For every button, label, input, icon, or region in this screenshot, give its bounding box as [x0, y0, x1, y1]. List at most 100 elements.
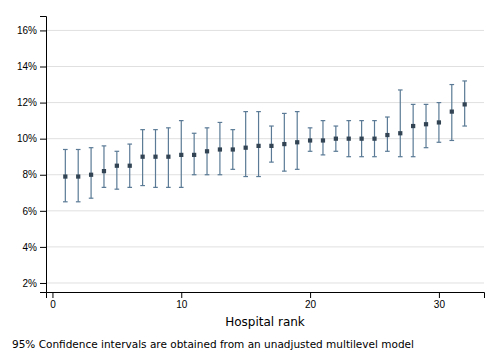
error-bar	[127, 144, 132, 187]
center-marker	[179, 153, 183, 157]
y-tick: 8%	[23, 169, 46, 180]
y-tick: 4%	[23, 242, 46, 253]
upper-cap	[140, 129, 145, 130]
error-bar	[243, 112, 248, 177]
grid-line	[46, 102, 484, 103]
error-bar	[321, 121, 326, 155]
upper-cap	[321, 120, 326, 121]
upper-cap	[192, 133, 197, 134]
lower-cap	[346, 156, 351, 157]
error-bar	[398, 90, 403, 157]
y-tick-mark	[40, 67, 46, 68]
upper-cap	[218, 122, 223, 123]
upper-cap	[205, 127, 210, 128]
error-bar	[179, 121, 184, 188]
center-marker	[166, 155, 170, 159]
error-bar	[140, 130, 145, 186]
interval-line	[322, 121, 323, 155]
grid	[46, 30, 484, 283]
lower-cap	[179, 187, 184, 188]
center-marker	[308, 138, 312, 142]
lower-cap	[243, 176, 248, 177]
center-marker	[398, 131, 402, 135]
grid-line	[46, 174, 484, 175]
x-tick: 20	[305, 292, 317, 310]
interval-line	[245, 112, 246, 177]
upper-cap	[243, 111, 248, 112]
x-tick-mark	[181, 292, 182, 298]
error-bar	[230, 130, 235, 170]
error-bar	[269, 126, 274, 162]
error-bar	[76, 149, 81, 201]
y-tick-mark	[40, 175, 46, 176]
center-marker	[102, 169, 106, 173]
lower-cap	[153, 187, 158, 188]
y-tick-label: 12%	[17, 97, 37, 108]
lower-cap	[166, 187, 171, 188]
plot-area: 01020302%4%6%8%10%12%14%16%	[17, 17, 485, 311]
upper-cap	[385, 116, 390, 117]
lower-cap	[63, 201, 68, 202]
upper-cap	[424, 104, 429, 105]
y-tick-mark	[40, 211, 46, 212]
center-marker	[463, 102, 467, 106]
error-bar	[359, 121, 364, 157]
upper-cap	[462, 80, 467, 81]
y-tick: 6%	[23, 206, 46, 217]
x-axis-line	[47, 293, 485, 299]
center-marker	[372, 137, 376, 141]
y-tick-label: 14%	[17, 61, 37, 72]
upper-cap	[179, 120, 184, 121]
y-tick-label: 16%	[17, 25, 37, 36]
upper-cap	[334, 125, 339, 126]
lower-cap	[424, 147, 429, 148]
upper-cap	[359, 120, 364, 121]
lower-cap	[411, 156, 416, 157]
center-marker	[347, 137, 351, 141]
upper-cap	[230, 129, 235, 130]
error-bar	[192, 133, 197, 174]
lower-cap	[230, 169, 235, 170]
interval-line	[400, 90, 401, 157]
lower-cap	[282, 171, 287, 172]
lower-cap	[372, 156, 377, 157]
lower-cap	[140, 185, 145, 186]
error-bar	[334, 126, 339, 151]
error-bar	[63, 149, 68, 201]
error-bar	[166, 128, 171, 188]
lower-cap	[256, 176, 261, 177]
y-tick-label: 8%	[23, 169, 38, 180]
lower-cap	[295, 169, 300, 170]
grid-line	[46, 246, 484, 247]
upper-cap	[256, 111, 261, 112]
y-axis-line	[40, 17, 47, 293]
center-marker	[321, 138, 325, 142]
x-axis: 0102030	[47, 292, 485, 310]
y-tick-mark	[40, 139, 46, 140]
error-bar	[411, 104, 416, 156]
interval-line	[103, 146, 104, 187]
upper-cap	[398, 89, 403, 90]
error-bar	[89, 148, 94, 199]
lower-cap	[192, 174, 197, 175]
error-bar	[102, 146, 107, 187]
lower-cap	[462, 125, 467, 126]
y-tick-mark	[40, 30, 46, 31]
x-tick-label: 30	[434, 299, 446, 310]
error-bar	[385, 117, 390, 151]
error-bar	[346, 121, 351, 157]
x-tick-mark	[310, 292, 311, 298]
lower-cap	[334, 151, 339, 152]
upper-cap	[449, 84, 454, 85]
x-tick-label: 10	[176, 299, 188, 310]
interval-line	[413, 104, 414, 156]
center-marker	[244, 146, 248, 150]
x-tick: 30	[434, 292, 446, 310]
error-bar	[437, 103, 442, 143]
y-tick: 12%	[17, 97, 46, 108]
error-bar	[153, 130, 158, 188]
grid-line	[46, 66, 484, 67]
error-bar	[462, 81, 467, 126]
grid-line	[46, 210, 484, 211]
y-tick: 10%	[17, 133, 46, 144]
